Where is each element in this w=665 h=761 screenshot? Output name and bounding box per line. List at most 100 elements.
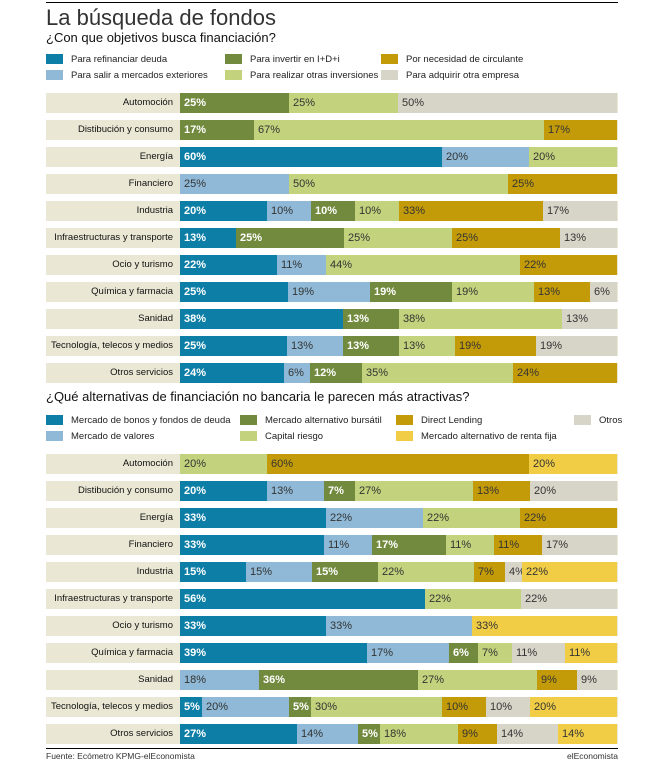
- data-label: 39%: [184, 647, 207, 659]
- data-label: 18%: [384, 728, 407, 740]
- bar-segment-inversiones: [399, 309, 562, 329]
- data-label: 7%: [478, 566, 494, 578]
- bar-segment-exteriores: [180, 174, 289, 194]
- legend-label: Capital riesgo: [265, 430, 324, 442]
- bar-segment-id: [180, 120, 254, 140]
- data-label: 17%: [547, 205, 570, 217]
- legend-swatch: [396, 431, 413, 441]
- data-label: 36%: [263, 674, 286, 686]
- bar-segment-direct: [473, 481, 530, 501]
- data-label: 22%: [382, 566, 405, 578]
- bar-segment-valores: [326, 508, 423, 528]
- data-label: 20%: [534, 485, 557, 497]
- data-label: 18%: [184, 674, 207, 686]
- data-label: 25%: [184, 340, 207, 352]
- bar-segment-inversiones: [355, 201, 399, 221]
- legend-item-refinanciar: Para refinanciar deuda: [46, 52, 167, 66]
- data-label: 60%: [271, 458, 294, 470]
- legend-label: Para salir a mercados exteriores: [71, 69, 208, 81]
- bar-segment-circulante: [452, 228, 560, 248]
- bar-segment-id: [311, 201, 355, 221]
- bar-segment-capital: [180, 454, 267, 474]
- data-label: 7%: [328, 485, 344, 497]
- data-label: 13%: [564, 232, 587, 244]
- bar-segment-inversiones: [529, 147, 617, 167]
- data-label: 7%: [482, 647, 498, 659]
- data-label: 6%: [288, 367, 304, 379]
- bar-segment-valores: [324, 535, 372, 555]
- bar-segment-bursatil: [312, 562, 378, 582]
- data-label: 33%: [403, 205, 426, 217]
- category-label: Financiero: [128, 178, 173, 189]
- bar-segment-refinanciar: [180, 147, 442, 167]
- category-label: Automoción: [122, 458, 173, 469]
- data-label: 13%: [566, 313, 589, 325]
- legend-label: Para refinanciar deuda: [71, 53, 168, 65]
- data-label: 25%: [348, 232, 371, 244]
- bar-segment-circulante: [544, 120, 617, 140]
- data-label: 17%: [548, 124, 571, 136]
- category-label: Financiero: [128, 539, 173, 550]
- chart-subtitle: ¿Con que objetivos busca financiación?: [46, 30, 276, 45]
- data-label: 25%: [184, 97, 207, 109]
- legend-swatch: [381, 70, 398, 80]
- bar-segment-bonos: [180, 724, 297, 744]
- bar-segment-exteriores: [287, 336, 343, 356]
- data-label: 19%: [459, 340, 482, 352]
- bar-segment-bursatil: [289, 697, 311, 717]
- data-label: 20%: [533, 151, 556, 163]
- data-label: 14%: [301, 728, 324, 740]
- bar-segment-refinanciar: [180, 228, 236, 248]
- bar-segment-capital: [355, 481, 473, 501]
- data-label: 9%: [541, 674, 557, 686]
- data-label: 13%: [347, 313, 370, 325]
- bar-segment-direct: [267, 454, 529, 474]
- bar-segment-valores: [297, 724, 358, 744]
- legend-label: Mercado de bonos y fondos de deuda: [71, 414, 231, 426]
- legend-item-circulante: Por necesidad de circulante: [381, 52, 523, 66]
- legend-label: Mercado de valores: [71, 430, 155, 442]
- data-label: 20%: [533, 458, 556, 470]
- category-label: Química y farmacia: [91, 286, 173, 297]
- bar-segment-inversiones: [326, 255, 520, 275]
- bar-segment-inversiones: [362, 363, 513, 383]
- data-label: 56%: [184, 593, 207, 605]
- bar-segment-refinanciar: [180, 282, 288, 302]
- bar-segment-otros: [497, 724, 558, 744]
- data-label: 19%: [374, 286, 397, 298]
- bar-segment-empresa: [562, 309, 617, 329]
- legend-label: Para realizar otras inversiones: [250, 69, 379, 81]
- bar-segment-empresa: [543, 201, 617, 221]
- legend-item-exteriores: Para salir a mercados exteriores: [46, 68, 208, 82]
- bar-segment-circulante: [513, 363, 617, 383]
- bar-segment-direct: [537, 670, 577, 690]
- bar-segment-circulante: [455, 336, 536, 356]
- bar-segment-bonos: [180, 697, 202, 717]
- legend-swatch: [396, 415, 413, 425]
- data-label: 22%: [330, 512, 353, 524]
- publisher-brand: elEconomista: [566, 751, 618, 761]
- bar-segment-otros: [577, 670, 617, 690]
- data-label: 35%: [366, 367, 389, 379]
- bar-segment-otros: [486, 697, 530, 717]
- legend-label: Direct Lending: [421, 414, 483, 426]
- data-label: 5%: [293, 701, 309, 713]
- data-label: 6%: [594, 286, 610, 298]
- bar-segment-valores: [267, 481, 324, 501]
- legend-item-inversiones: Para realizar otras inversiones: [225, 68, 378, 82]
- data-label: 22%: [525, 593, 548, 605]
- category-label: Ocio y turismo: [112, 620, 173, 631]
- bar-segment-id: [236, 228, 344, 248]
- legend-label: Para adquirir otra empresa: [406, 69, 519, 81]
- data-label: 5%: [184, 701, 200, 713]
- data-label: 19%: [456, 286, 479, 298]
- legend-swatch: [225, 54, 242, 64]
- data-label: 20%: [184, 485, 207, 497]
- category-label: Química y farmacia: [91, 647, 173, 658]
- data-label: 4%: [509, 566, 525, 578]
- bar-segment-otros: [505, 562, 522, 582]
- bar-segment-empresa: [560, 228, 617, 248]
- bar-segment-inversiones: [289, 93, 398, 113]
- data-label: 17%: [376, 539, 399, 551]
- data-label: 60%: [184, 151, 207, 163]
